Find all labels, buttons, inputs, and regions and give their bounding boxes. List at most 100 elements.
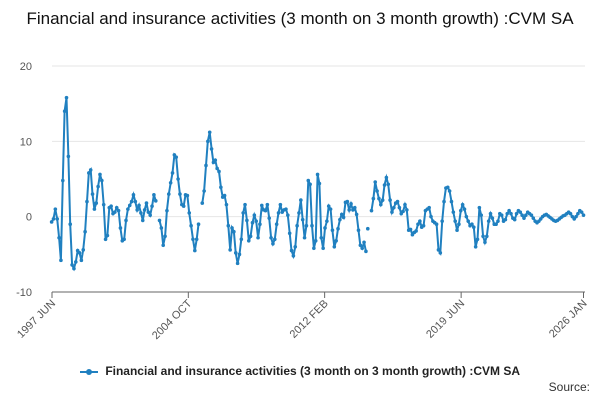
data-point <box>193 248 197 253</box>
data-point <box>187 211 192 215</box>
data-point <box>137 203 141 208</box>
y-tick-label: 0 <box>26 212 32 224</box>
data-point <box>325 219 329 223</box>
x-tick-label: 2004 OCT <box>150 297 195 342</box>
data-point <box>512 217 517 222</box>
x-tick-label: 2026 JAN <box>547 298 590 341</box>
data-point <box>59 258 63 263</box>
data-point <box>499 213 504 217</box>
data-point <box>473 245 478 249</box>
data-point <box>462 207 467 211</box>
data-point <box>574 214 578 219</box>
data-point <box>219 185 223 190</box>
data-point <box>250 220 255 225</box>
data-point <box>352 205 357 210</box>
data-point <box>485 234 489 239</box>
data-point <box>429 214 433 219</box>
data-point <box>98 172 102 177</box>
data-point <box>317 181 322 186</box>
data-point <box>315 172 320 177</box>
data-point <box>445 185 450 190</box>
data-point <box>194 237 199 242</box>
data-point <box>338 217 342 222</box>
data-point <box>522 216 526 220</box>
data-point <box>206 139 210 144</box>
data-point <box>308 182 312 187</box>
data-point <box>475 237 480 242</box>
data-point <box>390 210 394 214</box>
data-point <box>518 210 523 214</box>
data-point <box>241 211 245 215</box>
data-point <box>297 211 301 215</box>
data-point <box>486 219 491 223</box>
data-point <box>401 209 405 214</box>
data-point <box>272 237 277 242</box>
data-point <box>304 223 309 228</box>
data-point <box>434 222 439 226</box>
data-point <box>380 198 385 202</box>
series-group <box>49 95 586 272</box>
series-line <box>50 97 157 272</box>
data-point <box>377 196 381 201</box>
data-point <box>371 196 376 201</box>
data-point <box>109 204 113 208</box>
data-point <box>94 201 99 205</box>
data-point <box>386 182 391 187</box>
legend-swatch <box>79 368 98 375</box>
data-point <box>457 222 461 226</box>
data-point <box>299 198 303 202</box>
data-point <box>224 202 229 207</box>
data-point <box>126 207 130 211</box>
data-point <box>507 208 511 213</box>
data-point <box>142 208 147 212</box>
data-point <box>505 211 510 216</box>
data-point <box>440 219 444 223</box>
data-point <box>77 251 82 255</box>
data-point <box>271 241 275 246</box>
data-point <box>83 229 87 234</box>
data-point <box>165 208 169 213</box>
data-point <box>133 199 138 204</box>
data-point <box>339 212 344 217</box>
data-point <box>49 220 54 224</box>
data-point <box>246 238 251 243</box>
data-point <box>124 218 128 223</box>
data-point <box>503 217 508 222</box>
data-point <box>312 246 316 251</box>
data-point <box>360 246 365 251</box>
data-point <box>267 216 272 220</box>
data-point <box>207 130 212 135</box>
data-point <box>490 216 495 220</box>
data-point <box>365 226 370 231</box>
chart-title: Financial and insurance activities (3 mo… <box>26 9 574 28</box>
data-point <box>222 193 227 198</box>
data-point <box>66 154 71 159</box>
y-tick-label: 20 <box>20 61 32 73</box>
data-point <box>395 199 400 204</box>
data-point <box>226 223 231 228</box>
data-point <box>181 204 186 208</box>
series-line <box>370 173 585 257</box>
data-point <box>416 222 420 226</box>
data-point <box>163 234 167 239</box>
data-point <box>306 178 311 183</box>
data-point <box>408 227 413 232</box>
data-point <box>274 222 279 226</box>
data-point <box>354 212 359 217</box>
data-point <box>232 229 236 234</box>
data-point <box>81 248 86 252</box>
data-point <box>293 245 298 249</box>
data-point <box>85 199 89 204</box>
data-point <box>228 248 232 252</box>
data-point <box>254 219 258 223</box>
data-point <box>189 223 193 228</box>
data-point <box>166 192 171 196</box>
data-point <box>451 210 456 214</box>
series-line <box>158 152 200 251</box>
data-point <box>202 189 206 193</box>
data-point <box>178 192 182 196</box>
data-point <box>146 210 151 214</box>
data-point <box>488 211 493 216</box>
data-point <box>113 210 117 214</box>
